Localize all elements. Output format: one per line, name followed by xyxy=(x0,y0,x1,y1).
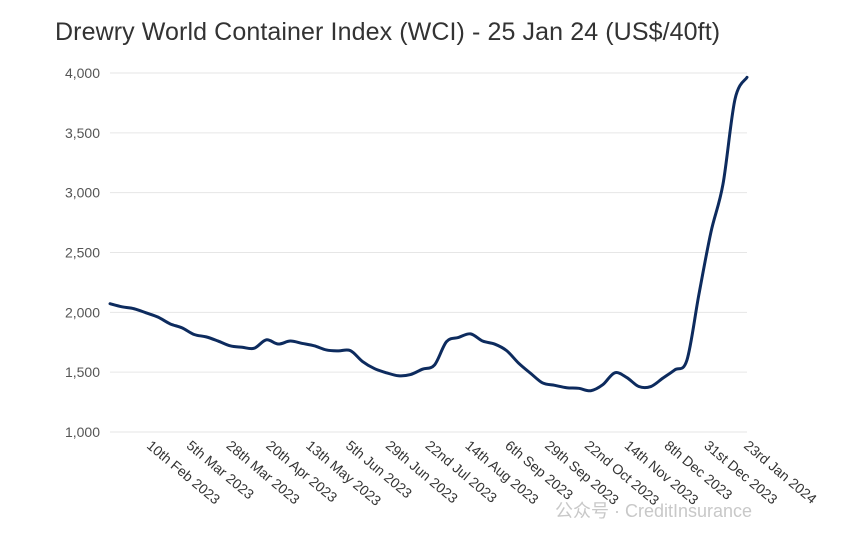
data-point xyxy=(697,292,701,296)
data-point xyxy=(661,376,665,380)
data-point xyxy=(336,349,340,353)
data-point xyxy=(192,332,196,336)
data-point xyxy=(589,389,593,393)
series-group xyxy=(108,75,749,393)
gridlines xyxy=(110,72,747,433)
y-tick-label: 3,000 xyxy=(65,185,100,201)
data-point xyxy=(709,230,713,234)
data-point xyxy=(240,345,244,349)
data-point xyxy=(505,349,509,353)
data-point xyxy=(180,326,184,330)
data-point xyxy=(445,340,449,344)
data-point xyxy=(529,371,533,375)
data-point xyxy=(420,367,424,371)
data-point xyxy=(457,335,461,339)
data-point xyxy=(228,344,232,348)
data-point xyxy=(360,359,364,363)
y-tick-label: 1,500 xyxy=(65,364,100,380)
data-point xyxy=(288,339,292,343)
data-point xyxy=(481,339,485,343)
data-point xyxy=(276,342,280,346)
y-axis: 4,000 3,500 3,000 2,500 2,000 1,500 1,000 xyxy=(65,65,100,440)
data-point xyxy=(517,361,521,365)
data-point xyxy=(721,182,725,186)
data-point xyxy=(324,348,328,352)
data-point xyxy=(204,335,208,339)
data-point xyxy=(625,376,629,380)
data-point xyxy=(348,349,352,353)
y-tick-label: 2,000 xyxy=(65,304,100,320)
data-point xyxy=(637,385,641,389)
data-point xyxy=(132,307,136,311)
data-point xyxy=(733,97,737,101)
y-tick-label: 4,000 xyxy=(65,65,100,81)
data-point xyxy=(685,358,689,362)
data-point xyxy=(433,363,437,367)
data-point xyxy=(493,342,497,346)
data-point xyxy=(108,302,112,306)
data-point xyxy=(649,385,653,389)
data-point xyxy=(252,346,256,350)
data-point xyxy=(469,332,473,336)
data-point xyxy=(156,315,160,319)
data-point xyxy=(577,386,581,390)
data-point xyxy=(396,374,400,378)
data-point xyxy=(120,305,124,309)
data-point xyxy=(601,383,605,387)
data-point xyxy=(553,383,557,387)
data-point xyxy=(300,341,304,345)
data-point xyxy=(168,322,172,326)
y-tick-label: 1,000 xyxy=(65,424,100,440)
y-tick-label: 3,500 xyxy=(65,125,100,141)
series-line-wci xyxy=(108,75,749,393)
data-point xyxy=(408,373,412,377)
data-point xyxy=(565,386,569,390)
data-point xyxy=(745,75,749,79)
data-point xyxy=(541,381,545,385)
data-point xyxy=(372,367,376,371)
data-point xyxy=(312,344,316,348)
watermark: 公众号 · CreditInsurance xyxy=(555,501,752,521)
chart-title: Drewry World Container Index (WCI) - 25 … xyxy=(55,18,721,46)
data-point xyxy=(216,339,220,343)
y-tick-label: 2,500 xyxy=(65,245,100,261)
data-point xyxy=(384,371,388,375)
data-point xyxy=(673,368,677,372)
data-point xyxy=(264,338,268,342)
data-point xyxy=(613,371,617,375)
data-point xyxy=(144,311,148,315)
